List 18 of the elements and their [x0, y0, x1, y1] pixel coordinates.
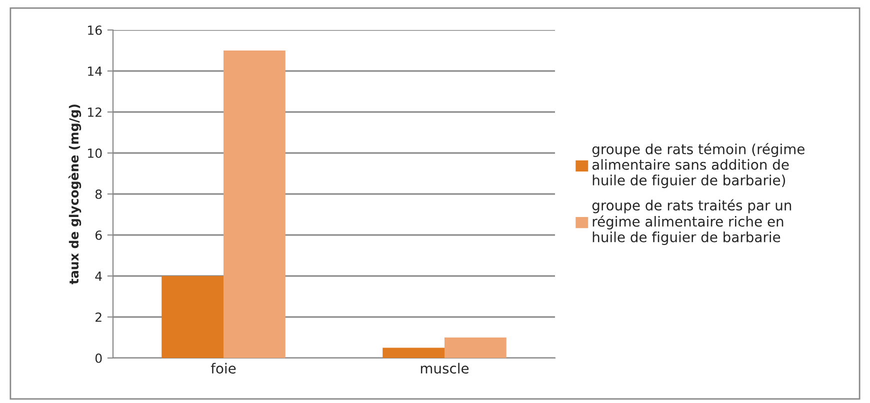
- bar: [162, 276, 224, 358]
- y-tick-label: 6: [96, 230, 102, 240]
- x-tick-label: muscle: [420, 362, 469, 374]
- x-tick-label: foie: [210, 362, 236, 374]
- y-tick-label: 4: [95, 272, 102, 281]
- y-axis-title: taux de glycogène (mg/g): [68, 104, 82, 284]
- y-tick-label: 2: [96, 312, 102, 322]
- y-tick-label: 10: [88, 148, 102, 158]
- y-tick-label: 12: [88, 107, 102, 117]
- bar: [382, 348, 444, 358]
- legend-label: groupe de rats traités par un régime alimentaire riche en huile de figuier de barbarie: [592, 199, 792, 245]
- bar: [224, 50, 286, 358]
- legend-label: groupe de rats témoin (régime alimentaire sans addition de huile de figuier de barbarie): [592, 143, 804, 188]
- y-tick-label: 8: [95, 189, 102, 199]
- y-tick-label: 14: [88, 66, 102, 76]
- y-tick-label: 16: [88, 25, 102, 35]
- y-tick-label: 0: [95, 353, 102, 363]
- bar: [444, 338, 506, 358]
